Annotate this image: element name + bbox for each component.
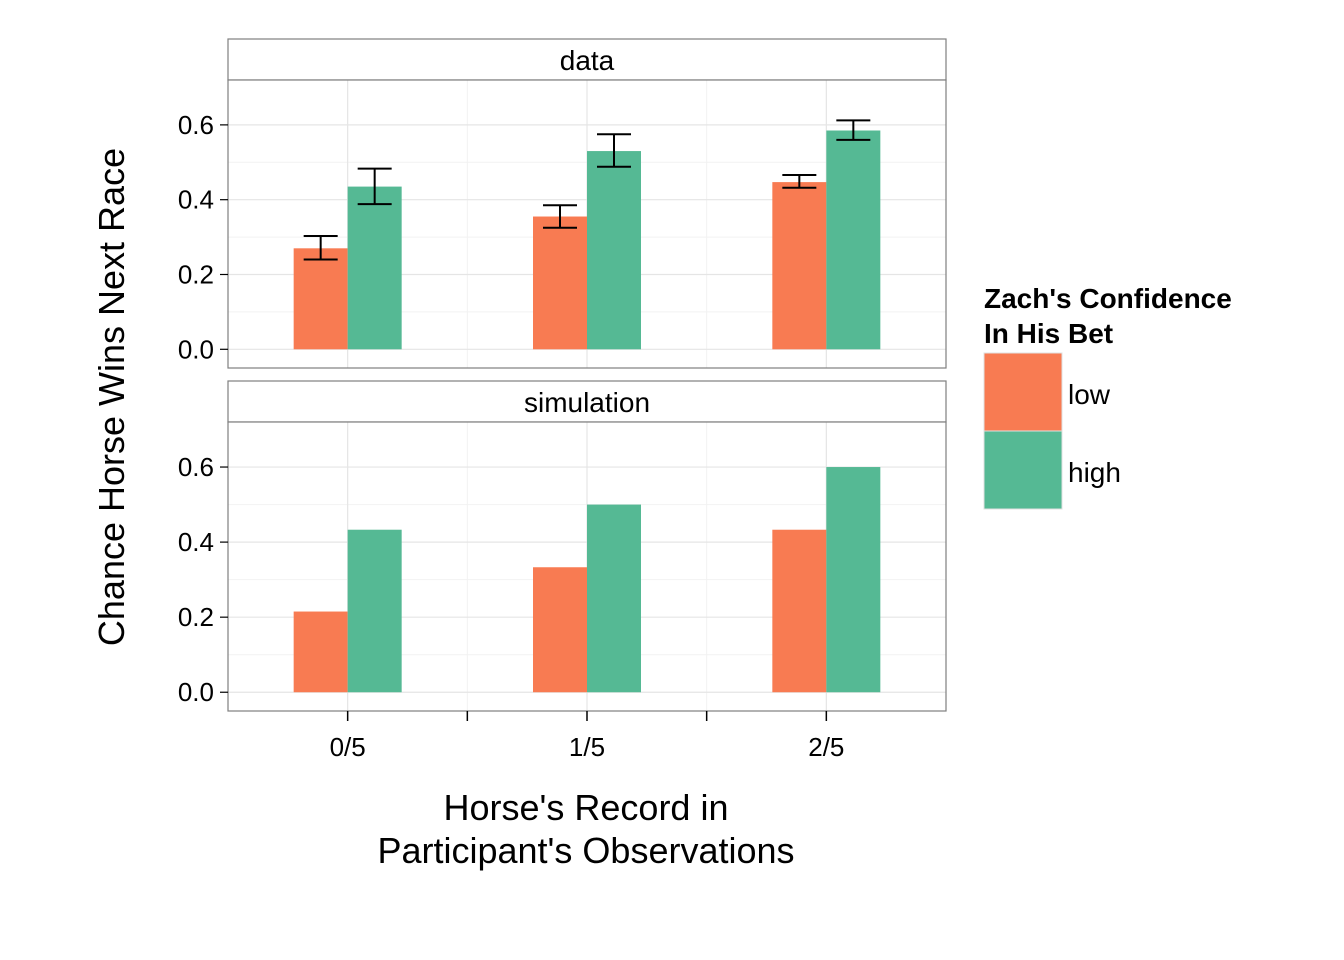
error-bar-data-high-1 xyxy=(597,133,631,168)
x-tick-label: 1/5 xyxy=(569,732,605,762)
error-bar-data-low-2 xyxy=(782,174,817,189)
y-tick-label: 0.6 xyxy=(178,110,214,140)
bar-simulation-low-1 xyxy=(533,567,587,693)
x-axis-title-line1: Horse's Record in xyxy=(444,787,729,828)
y-tick-label: 0.0 xyxy=(178,677,214,707)
facet-strip xyxy=(227,38,947,81)
panel-border xyxy=(227,79,947,369)
legend-label-high: high xyxy=(1068,457,1121,488)
legend-swatch-high xyxy=(983,430,1063,510)
y-tick-label: 0.0 xyxy=(178,334,214,364)
error-bar-data-high-0 xyxy=(357,167,392,206)
bar-simulation-low-0 xyxy=(293,611,348,693)
y-axis-title: Chance Horse Wins Next Race xyxy=(91,148,132,646)
facets: data 0.0 0.2 0.4 0.6 simulation 0.0 0.2 0.4 0.6 xyxy=(178,38,947,712)
x-axis-title-line2: Participant's Observations xyxy=(377,830,794,871)
x-axis: 0/5 1/5 2/5 xyxy=(330,711,844,762)
facet-strip-label: data xyxy=(560,45,615,76)
bar-data-high-0 xyxy=(347,186,402,350)
bar-data-low-2 xyxy=(772,182,827,350)
bar-simulation-low-2 xyxy=(772,529,827,693)
x-tick-label: 0/5 xyxy=(330,732,366,762)
legend-title-line2: In His Bet xyxy=(984,318,1113,349)
facet-simulation: simulation 0.0 0.2 0.4 0.6 xyxy=(178,380,947,712)
y-tick-label: 0.4 xyxy=(178,185,214,215)
bar-data-low-1 xyxy=(533,216,587,350)
legend-label-low: low xyxy=(1068,379,1111,410)
facet-strip-label: simulation xyxy=(524,387,650,418)
facet-data: data 0.0 0.2 0.4 0.6 xyxy=(178,38,947,369)
legend-swatch-low xyxy=(983,352,1063,432)
error-bar-data-low-0 xyxy=(303,234,338,261)
x-tick-label: 2/5 xyxy=(808,732,844,762)
y-tick-label: 0.2 xyxy=(178,602,214,632)
bar-data-high-1 xyxy=(587,151,641,350)
y-tick-label: 0.2 xyxy=(178,259,214,289)
legend-title-line1: Zach's Confidence xyxy=(984,283,1232,314)
y-tick-label: 0.6 xyxy=(178,452,214,482)
error-bar-data-low-1 xyxy=(543,204,577,229)
bar-data-high-2 xyxy=(826,130,881,350)
y-tick-label: 0.4 xyxy=(178,527,214,557)
bar-simulation-high-1 xyxy=(587,504,641,693)
legend: Zach's Confidence In His Bet low high xyxy=(983,283,1232,510)
error-bar-data-high-2 xyxy=(836,119,871,141)
bar-data-low-0 xyxy=(293,248,348,350)
bar-simulation-high-0 xyxy=(347,529,402,693)
bar-simulation-high-2 xyxy=(826,467,881,693)
